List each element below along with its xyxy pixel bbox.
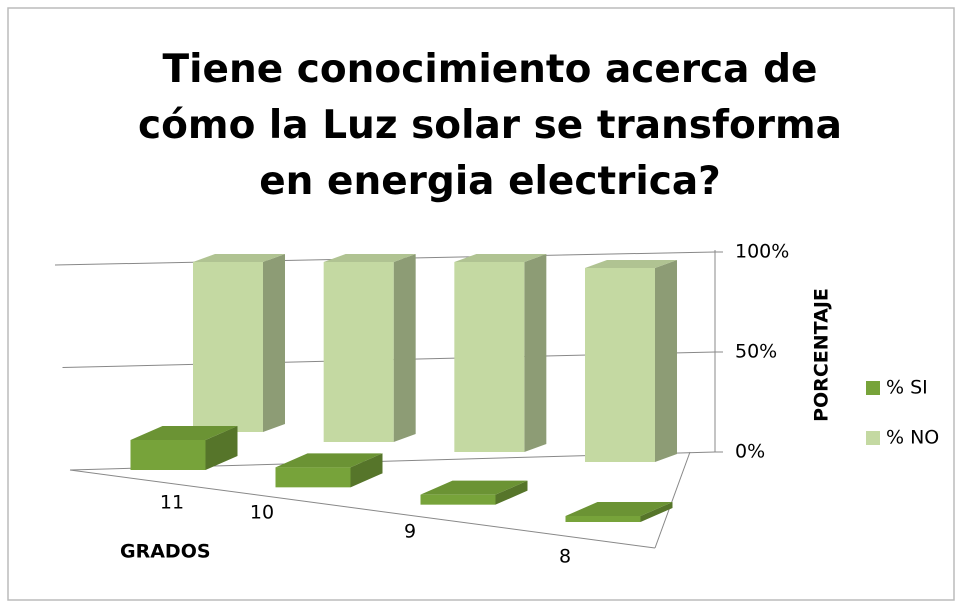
y-axis-title: PORCENTAJE <box>811 288 833 422</box>
bar-face <box>655 260 677 462</box>
bar-face <box>193 254 285 262</box>
bar-face <box>495 480 528 505</box>
bar-face <box>275 453 383 468</box>
bar <box>323 254 416 442</box>
bar <box>585 260 677 462</box>
x-tick-label: 10 <box>250 502 274 524</box>
bar-face <box>263 254 285 432</box>
bar-face <box>640 502 673 522</box>
chart-title: Tiene conocimiento acerca de cómo la Luz… <box>138 47 842 204</box>
bar-face <box>585 268 655 462</box>
bar-face <box>323 254 416 262</box>
legend-swatch <box>866 431 880 445</box>
bar-face <box>420 494 496 505</box>
bar-face <box>454 254 547 262</box>
bar <box>454 254 547 452</box>
bar-face <box>454 262 525 452</box>
bar-face <box>565 516 641 522</box>
bar-face <box>393 254 416 442</box>
bar-face <box>275 467 351 488</box>
floor-edge <box>654 451 691 549</box>
bar-face <box>205 426 238 470</box>
y-tick-label: 0% <box>735 441 765 463</box>
y-tick-label: 50% <box>735 341 777 363</box>
bar-face <box>350 453 383 488</box>
bar-face <box>565 502 673 516</box>
legend-swatch <box>866 381 880 395</box>
bar-face <box>524 254 547 452</box>
bar-face <box>193 262 263 432</box>
legend-label: % NO <box>886 427 939 449</box>
bar <box>193 254 285 432</box>
x-tick-label: 8 <box>559 546 571 568</box>
bar <box>420 480 528 505</box>
bar-face <box>323 262 394 442</box>
bar-face <box>420 480 528 495</box>
legend-label: % SI <box>886 377 928 399</box>
x-tick-label: 9 <box>404 521 416 543</box>
floor-edge <box>69 469 656 549</box>
bar-face <box>130 426 238 440</box>
y-tick-label: 100% <box>735 241 789 263</box>
x-axis-title: GRADOS <box>120 541 211 563</box>
bar <box>275 453 383 488</box>
x-tick-label: 11 <box>160 492 184 514</box>
bar <box>565 502 673 522</box>
bar-face <box>130 440 206 470</box>
bar-face <box>585 260 677 268</box>
bar <box>130 426 238 470</box>
